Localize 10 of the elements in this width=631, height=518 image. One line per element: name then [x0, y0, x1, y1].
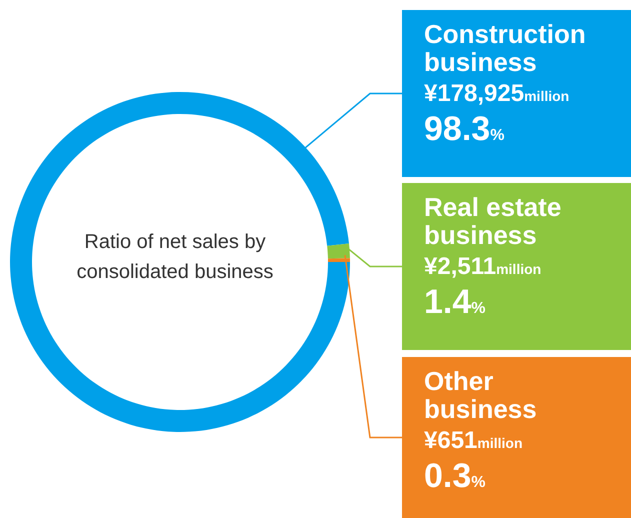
text: 98.3% — [424, 110, 504, 148]
text: 1.4% — [424, 283, 486, 321]
slice-label: Real estate business — [424, 192, 562, 250]
slice-label: Construction business — [424, 19, 587, 77]
data-label: ¥651million — [424, 427, 523, 454]
data-label: ¥178,925million — [424, 80, 570, 107]
text: 0.3% — [424, 457, 486, 495]
text: Ratio of net sales by consolidated business — [76, 230, 274, 285]
data-label: ¥2,511million — [424, 253, 542, 280]
slice-label: Other business — [424, 366, 538, 424]
